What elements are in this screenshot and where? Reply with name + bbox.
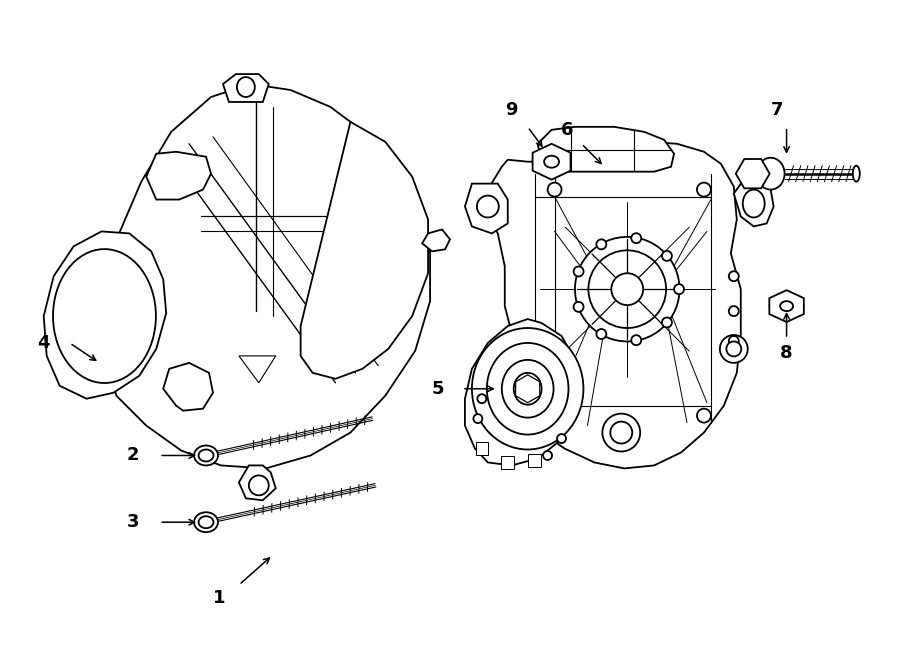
Ellipse shape [248, 475, 269, 495]
Polygon shape [770, 290, 804, 322]
Ellipse shape [631, 335, 641, 345]
Ellipse shape [726, 342, 742, 356]
Polygon shape [501, 456, 514, 469]
Polygon shape [301, 122, 428, 379]
Text: 9: 9 [506, 101, 518, 119]
Ellipse shape [575, 237, 680, 342]
Ellipse shape [611, 273, 644, 305]
Ellipse shape [662, 251, 672, 261]
Ellipse shape [573, 302, 583, 312]
Ellipse shape [557, 434, 566, 443]
Ellipse shape [543, 451, 552, 460]
Ellipse shape [194, 512, 218, 532]
Ellipse shape [547, 408, 562, 422]
Ellipse shape [697, 408, 711, 422]
Polygon shape [734, 180, 774, 227]
Ellipse shape [729, 306, 739, 316]
Ellipse shape [662, 317, 672, 327]
Ellipse shape [97, 306, 112, 326]
Ellipse shape [720, 335, 748, 363]
Ellipse shape [53, 249, 156, 383]
Ellipse shape [597, 329, 607, 339]
Text: 6: 6 [562, 121, 574, 139]
Polygon shape [528, 454, 541, 467]
Text: 5: 5 [432, 380, 445, 398]
Text: 1: 1 [212, 589, 225, 607]
Polygon shape [488, 142, 741, 469]
Polygon shape [537, 127, 674, 172]
Ellipse shape [697, 182, 711, 196]
Text: 2: 2 [127, 446, 140, 465]
Ellipse shape [589, 251, 666, 328]
Polygon shape [44, 231, 166, 399]
Ellipse shape [76, 278, 133, 354]
Ellipse shape [729, 336, 739, 346]
Ellipse shape [729, 271, 739, 281]
Polygon shape [238, 465, 275, 500]
Ellipse shape [547, 182, 562, 196]
Ellipse shape [674, 284, 684, 294]
Polygon shape [533, 144, 571, 180]
Ellipse shape [199, 516, 213, 528]
Ellipse shape [757, 158, 785, 190]
Ellipse shape [473, 414, 482, 423]
Ellipse shape [780, 301, 793, 311]
Ellipse shape [602, 414, 640, 451]
Ellipse shape [597, 239, 607, 249]
Polygon shape [102, 84, 430, 469]
Polygon shape [147, 152, 211, 200]
Ellipse shape [487, 343, 569, 434]
Ellipse shape [514, 373, 542, 405]
Ellipse shape [194, 446, 218, 465]
Polygon shape [516, 375, 540, 403]
Polygon shape [163, 363, 213, 410]
Ellipse shape [64, 264, 145, 368]
Ellipse shape [502, 360, 554, 418]
Polygon shape [736, 159, 770, 188]
Text: 4: 4 [38, 334, 50, 352]
Ellipse shape [472, 328, 583, 449]
Ellipse shape [477, 196, 499, 217]
Text: 3: 3 [127, 513, 140, 531]
Ellipse shape [237, 77, 255, 97]
Polygon shape [422, 229, 450, 251]
Polygon shape [223, 74, 269, 102]
Ellipse shape [610, 422, 632, 444]
Text: 8: 8 [780, 344, 793, 362]
Ellipse shape [631, 233, 641, 243]
Ellipse shape [87, 293, 122, 339]
Text: 7: 7 [770, 101, 783, 119]
Ellipse shape [853, 166, 859, 182]
Polygon shape [475, 442, 488, 455]
Polygon shape [238, 356, 275, 383]
Ellipse shape [742, 190, 765, 217]
Ellipse shape [533, 147, 571, 176]
Ellipse shape [770, 293, 804, 319]
Ellipse shape [199, 449, 213, 461]
Ellipse shape [544, 156, 559, 168]
Ellipse shape [477, 394, 486, 403]
Ellipse shape [573, 266, 583, 276]
Polygon shape [465, 184, 508, 233]
Polygon shape [465, 319, 578, 465]
